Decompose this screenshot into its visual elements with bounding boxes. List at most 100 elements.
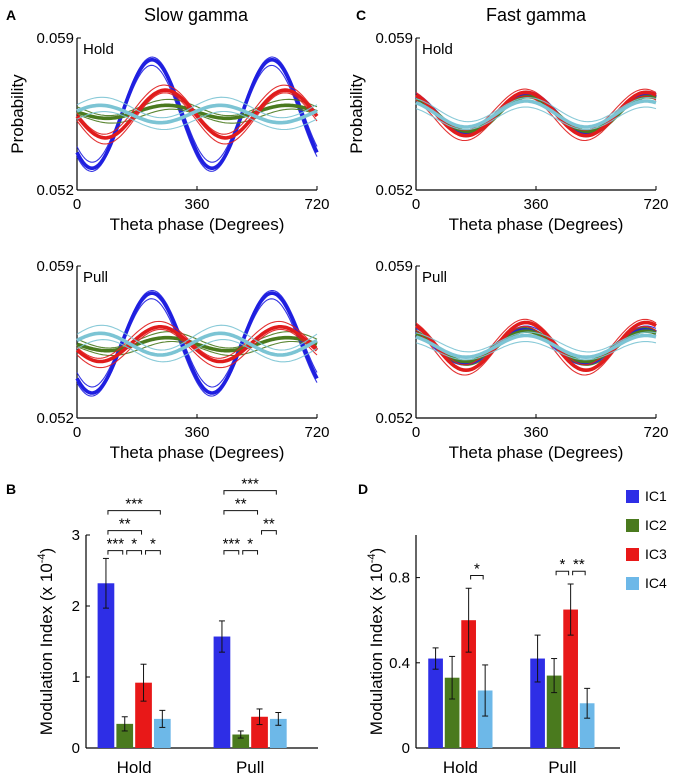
bar-ic4-pull-slow-gamma	[269, 718, 287, 748]
bar-ic3-pull-fast-gamma	[563, 609, 578, 748]
legend-label-ic1: IC1	[645, 488, 667, 504]
y-tick-label-fast-gamma-pull: 0.059	[375, 258, 413, 275]
significance-bracket-fast-gamma	[470, 574, 484, 580]
y-tick-label-fast-gamma: 0	[402, 740, 410, 757]
significance-bracket-slow-gamma	[223, 550, 240, 555]
y-axis-title-exponent-slow-gamma: -4	[36, 553, 48, 563]
legend-label-ic3: IC3	[645, 546, 667, 562]
series-ic4-slow-gamma-pull	[76, 324, 318, 363]
x-tick-label-slow-gamma-hold: 360	[184, 196, 209, 213]
significance-label-slow-gamma: *	[247, 536, 253, 553]
panel-letter-a: A	[6, 7, 16, 23]
significance-bracket-slow-gamma	[126, 550, 143, 555]
significance-label-slow-gamma: **	[119, 516, 131, 533]
legend-swatch-ic1	[626, 490, 639, 503]
bar-ic1-pull-fast-gamma	[530, 658, 545, 748]
bar-ic4-pull-fast-gamma	[579, 703, 595, 748]
x-axis-title-slow-gamma-hold: Theta phase (Degrees)	[110, 215, 285, 234]
series-ic3-slow-gamma-hold	[75, 84, 319, 145]
y-tick-label-slow-gamma-pull: 0.052	[36, 410, 74, 427]
series-trace-ic3-slow-gamma-hold	[76, 92, 318, 145]
series-trace-ic4-fast-gamma-pull	[415, 331, 657, 353]
significance-label-slow-gamma: ***	[125, 496, 143, 513]
bar-ic4-hold-fast-gamma	[477, 690, 493, 748]
category-label-pull-fast-gamma: Pull	[548, 758, 576, 777]
significance-label-slow-gamma: **	[263, 516, 275, 533]
significance-bracket-slow-gamma	[242, 550, 259, 555]
bar-ic3-hold-slow-gamma	[135, 682, 152, 748]
x-tick-label-fast-gamma-hold: 360	[523, 196, 548, 213]
x-tick-label-slow-gamma-hold: 0	[73, 196, 81, 213]
x-tick-label-fast-gamma-pull: 720	[643, 424, 668, 441]
series-line-ic2-slow-gamma-pull	[76, 335, 318, 353]
legend-swatch-ic4	[626, 577, 639, 590]
series-ic3-fast-gamma-pull	[415, 318, 657, 376]
significance-bracket-slow-gamma	[145, 550, 161, 555]
y-tick-label-fast-gamma: 0.4	[389, 655, 410, 672]
series-ic4-fast-gamma-pull	[415, 331, 657, 361]
column-title-fast-gamma: Fast gamma	[486, 5, 587, 25]
series-trace-ic4-fast-gamma-hold	[415, 106, 657, 131]
y-axis-title-close-fast-gamma: )	[367, 548, 386, 554]
x-tick-label-fast-gamma-pull: 0	[412, 424, 420, 441]
significance-label-slow-gamma: **	[235, 496, 247, 513]
significance-label-slow-gamma: ***	[241, 476, 259, 493]
bar-ic3-hold-fast-gamma	[461, 620, 476, 748]
inset-label-slow-gamma-pull: Pull	[83, 269, 108, 286]
legend-swatch-ic3	[626, 548, 639, 561]
y-axis-title-slow-gamma: Modulation Index (x 10-4)	[36, 548, 56, 735]
significance-bracket-slow-gamma	[223, 490, 277, 495]
y-tick-label-slow-gamma-pull: 0.059	[36, 258, 74, 275]
y-axis-title-close-slow-gamma: )	[37, 548, 56, 554]
significance-label-slow-gamma: *	[150, 536, 156, 553]
line-chart-fast-gamma-hold: 0 360 720 0.052 0.059 Theta phase (Degrees) Pr…	[347, 30, 669, 234]
series-trace-ic3-fast-gamma-pull	[415, 318, 657, 366]
series-trace-ic3-slow-gamma-pull	[76, 320, 318, 359]
y-axis-title-fast-gamma: Modulation Index (x 10-4)	[366, 548, 386, 735]
y-axis-title-slow-gamma-hold: Probability	[8, 74, 27, 154]
series-trace-ic4-slow-gamma-hold	[76, 96, 318, 119]
series-line-ic3-slow-gamma-pull	[75, 325, 319, 364]
y-tick-label-fast-gamma-hold: 0.059	[375, 30, 413, 47]
legend-label-ic2: IC2	[645, 517, 667, 533]
line-chart-fast-gamma-pull: 0 360 720 0.052 0.059 Theta phase (Degrees) Pu…	[375, 258, 668, 462]
category-label-pull-slow-gamma: Pull	[236, 758, 264, 777]
line-chart-slow-gamma-hold: 0 360 720 0.052 0.059 Theta phase (Degrees) Pr…	[8, 30, 330, 234]
x-axis-title-fast-gamma-pull: Theta phase (Degrees)	[449, 443, 624, 462]
bar-ic4-hold-slow-gamma	[153, 718, 171, 748]
category-label-hold-slow-gamma: Hold	[117, 758, 152, 777]
y-tick-label-fast-gamma-hold: 0.052	[375, 182, 413, 199]
y-axis-title-fast-gamma-hold: Probability	[347, 74, 366, 154]
x-tick-label-slow-gamma-pull: 0	[73, 424, 81, 441]
series-trace-ic4-fast-gamma-pull	[415, 341, 657, 361]
y-tick-label-slow-gamma-hold: 0.052	[36, 182, 74, 199]
panel-letter-d: D	[358, 481, 368, 497]
bar-ic2-pull-slow-gamma	[232, 734, 250, 748]
x-tick-label-fast-gamma-hold: 720	[643, 196, 668, 213]
series-line-ic4-slow-gamma-hold	[76, 103, 318, 125]
y-tick-label-fast-gamma-pull: 0.052	[375, 410, 413, 427]
significance-label-slow-gamma: *	[131, 536, 137, 553]
bar-ic1-hold-slow-gamma	[97, 583, 115, 748]
significance-label-slow-gamma: ***	[107, 536, 125, 553]
x-tick-label-fast-gamma-hold: 0	[412, 196, 420, 213]
bar-ic1-pull-slow-gamma	[213, 636, 231, 748]
x-tick-label-slow-gamma-pull: 720	[304, 424, 329, 441]
significance-label-fast-gamma: **	[573, 556, 585, 573]
y-tick-label-slow-gamma-hold: 0.059	[36, 30, 74, 47]
series-ic3-slow-gamma-pull	[75, 320, 319, 369]
significance-bracket-slow-gamma	[107, 510, 161, 515]
significance-label-slow-gamma: ***	[223, 536, 241, 553]
bar-ic2-pull-fast-gamma	[546, 675, 562, 748]
column-title-slow-gamma: Slow gamma	[144, 5, 249, 25]
line-chart-slow-gamma-pull: 0 360 720 0.052 0.059 Theta phase (Degrees) Pu…	[36, 258, 329, 462]
significance-label-fast-gamma: *	[559, 556, 565, 573]
legend-swatch-ic2	[626, 519, 639, 532]
series-ic4-slow-gamma-hold	[76, 96, 318, 131]
series-line-ic4-slow-gamma-pull	[76, 331, 318, 357]
x-tick-label-slow-gamma-hold: 720	[304, 196, 329, 213]
y-tick-label-slow-gamma: 0	[72, 740, 80, 757]
series-trace-ic3-slow-gamma-pull	[76, 328, 318, 369]
